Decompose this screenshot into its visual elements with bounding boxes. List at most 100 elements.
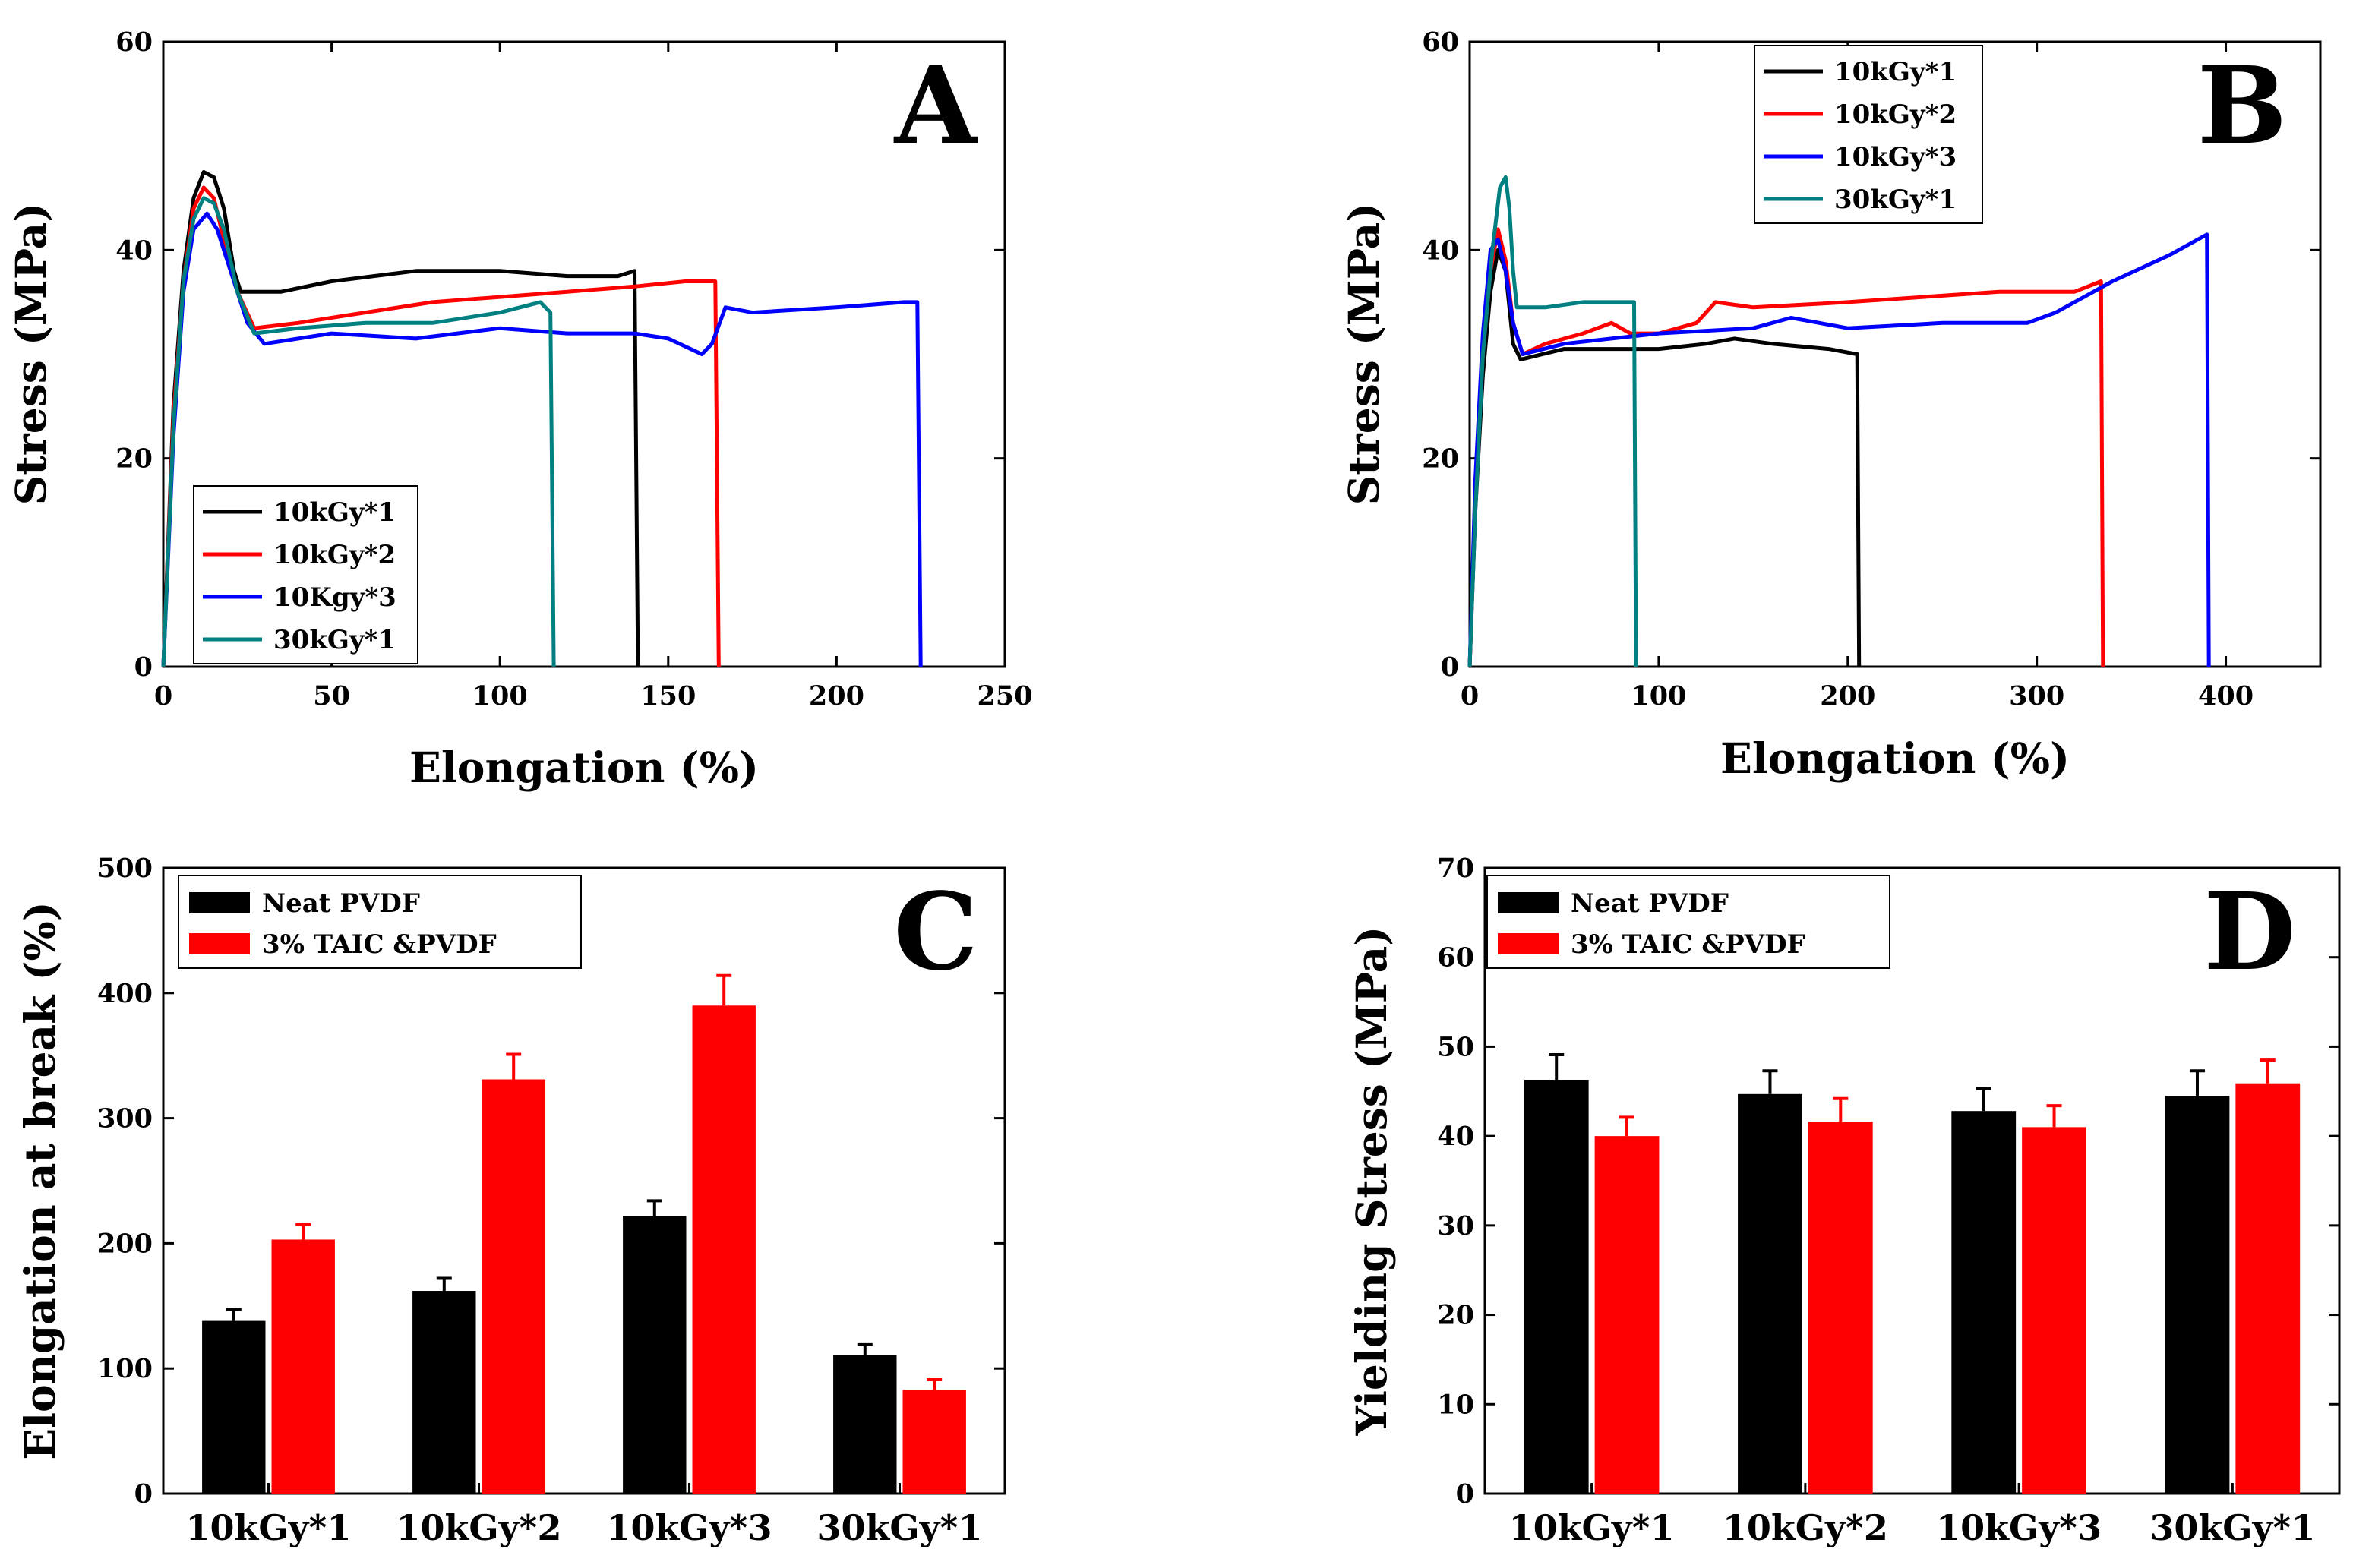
series-line (161, 196, 556, 667)
bar (2165, 1096, 2230, 1494)
y-tick-label: 60 (1422, 27, 1459, 58)
x-tick-label: 400 (2198, 680, 2254, 711)
plot-frame (162, 866, 1006, 1495)
category-label: 10kGy*2 (1723, 1507, 1888, 1548)
legend-label: Neat PVDF (262, 888, 420, 919)
series-line (1467, 175, 1638, 667)
x-tick-label: 0 (154, 680, 172, 711)
y-tick-label: 20 (1437, 1300, 1474, 1331)
y-tick-label: 200 (97, 1228, 153, 1259)
legend-box (1754, 45, 1983, 224)
panel-b: 0 20 40 60 Stress (MPa) B 0 100 200 300 400 Elongat… (1339, 27, 2322, 783)
category-label: 30kGy*1 (817, 1507, 983, 1548)
plot-frame (1483, 866, 2341, 1495)
series-line (161, 211, 923, 667)
panel-letter: C (893, 870, 978, 995)
x-tick-label: 50 (313, 680, 350, 711)
legend-label: 10kGy*2 (273, 540, 396, 570)
y-axis-title: Stress (MPa) (1339, 203, 1388, 506)
legend-label: 10kGy*1 (273, 497, 396, 528)
y-tick-label: 30 (1437, 1210, 1474, 1241)
x-tick-label: 100 (472, 680, 528, 711)
x-axis-title: Elongation (%) (409, 743, 759, 792)
bar (1738, 1093, 1802, 1494)
legend-label: 30kGy*1 (273, 625, 396, 655)
legend: Neat PVDF 3% TAIC &PVDF (1486, 875, 1890, 969)
y-axis-title: Stress (MPa) (6, 203, 55, 506)
panel-letter: A (893, 44, 979, 169)
series-line (1467, 232, 2211, 667)
y-tick-label: 50 (1437, 1031, 1474, 1062)
panel-letter: B (2197, 44, 2287, 169)
y-tick-label: 20 (115, 443, 153, 475)
x-tick-label: 250 (977, 680, 1032, 711)
bar (1808, 1122, 1873, 1494)
legend-label: 10kGy*3 (1834, 142, 1957, 172)
bar (271, 1239, 335, 1494)
bar (2235, 1083, 2301, 1494)
legend-swatch (189, 892, 250, 913)
panel-letter: D (2203, 870, 2295, 995)
y-tick-label: 0 (134, 1478, 153, 1510)
legend-box (193, 485, 418, 664)
bar (2022, 1127, 2086, 1494)
y-tick-label: 40 (1437, 1121, 1474, 1152)
legend-label: 10kGy*1 (1834, 57, 1957, 87)
y-tick-label: 100 (97, 1353, 153, 1384)
bar (482, 1079, 545, 1494)
legend-label: 30kGy*1 (1834, 185, 1957, 215)
y-tick-label: 0 (134, 651, 153, 683)
x-tick-label: 0 (1461, 680, 1479, 711)
y-tick-label: 10 (1437, 1389, 1474, 1420)
plot-frame (1468, 40, 2322, 668)
bar (1524, 1079, 1589, 1494)
legend-swatch (189, 933, 250, 954)
category-label: 10kGy*3 (1936, 1507, 2102, 1548)
plot-frame (162, 40, 1006, 668)
series-line (1467, 248, 1862, 667)
x-tick-label: 150 (640, 680, 696, 711)
legend-label: Neat PVDF (1571, 888, 1729, 919)
y-tick-label: 20 (1422, 443, 1459, 475)
y-tick-label: 40 (1422, 235, 1459, 266)
series-line (1467, 227, 2105, 667)
category-label: 30kGy*1 (2149, 1507, 2315, 1548)
category-label: 10kGy*1 (186, 1507, 352, 1548)
y-axis-title: Yielding Stress (MPa) (1347, 926, 1396, 1437)
category-label: 10kGy*3 (607, 1507, 772, 1548)
legend: Neat PVDF 3% TAIC &PVDF (178, 875, 582, 969)
legend: 10kGy*1 10kGy*2 10Kgy*3 30kGy*1 (193, 485, 418, 664)
bar (202, 1320, 266, 1494)
legend-swatch (1498, 892, 1559, 913)
y-tick-label: 70 (1437, 853, 1474, 884)
x-tick-label: 200 (1820, 680, 1875, 711)
bar (623, 1216, 687, 1494)
bar (692, 1005, 756, 1494)
x-axis-title: Elongation (%) (1720, 734, 2070, 783)
y-tick-label: 60 (115, 27, 153, 58)
legend-label: 3% TAIC &PVDF (1571, 929, 1805, 960)
bar (1951, 1111, 2017, 1494)
x-tick-label: 200 (809, 680, 864, 711)
bar (1594, 1136, 1660, 1494)
y-tick-label: 0 (1441, 651, 1459, 683)
legend-label: 3% TAIC &PVDF (262, 929, 497, 960)
legend-swatch (1498, 933, 1559, 954)
legend: 10kGy*1 10kGy*2 10kGy*3 30kGy*1 (1754, 45, 1983, 224)
y-tick-label: 60 (1437, 942, 1474, 973)
bar (902, 1390, 966, 1494)
y-tick-label: 40 (115, 235, 153, 266)
legend-label: 10Kgy*3 (273, 582, 396, 613)
panel-a: 0 20 40 60 Stress (MPa) A 0 50 100 150 200 250 Elong… (6, 27, 1033, 792)
panel-c: 0 100 200 300 400 500 Elongation at break (%) C… (15, 853, 1006, 1548)
category-label: 10kGy*1 (1509, 1507, 1675, 1548)
bar (833, 1355, 897, 1494)
panel-d: 0 10 20 30 40 50 60 70 Yielding Stress (MPa) D 10k… (1347, 853, 2341, 1548)
category-label: 10kGy*2 (396, 1507, 562, 1548)
bar (412, 1291, 476, 1494)
legend-box (1486, 875, 1890, 969)
y-tick-label: 0 (1456, 1478, 1474, 1510)
legend-label: 10kGy*2 (1834, 99, 1957, 130)
y-tick-label: 300 (97, 1103, 153, 1134)
